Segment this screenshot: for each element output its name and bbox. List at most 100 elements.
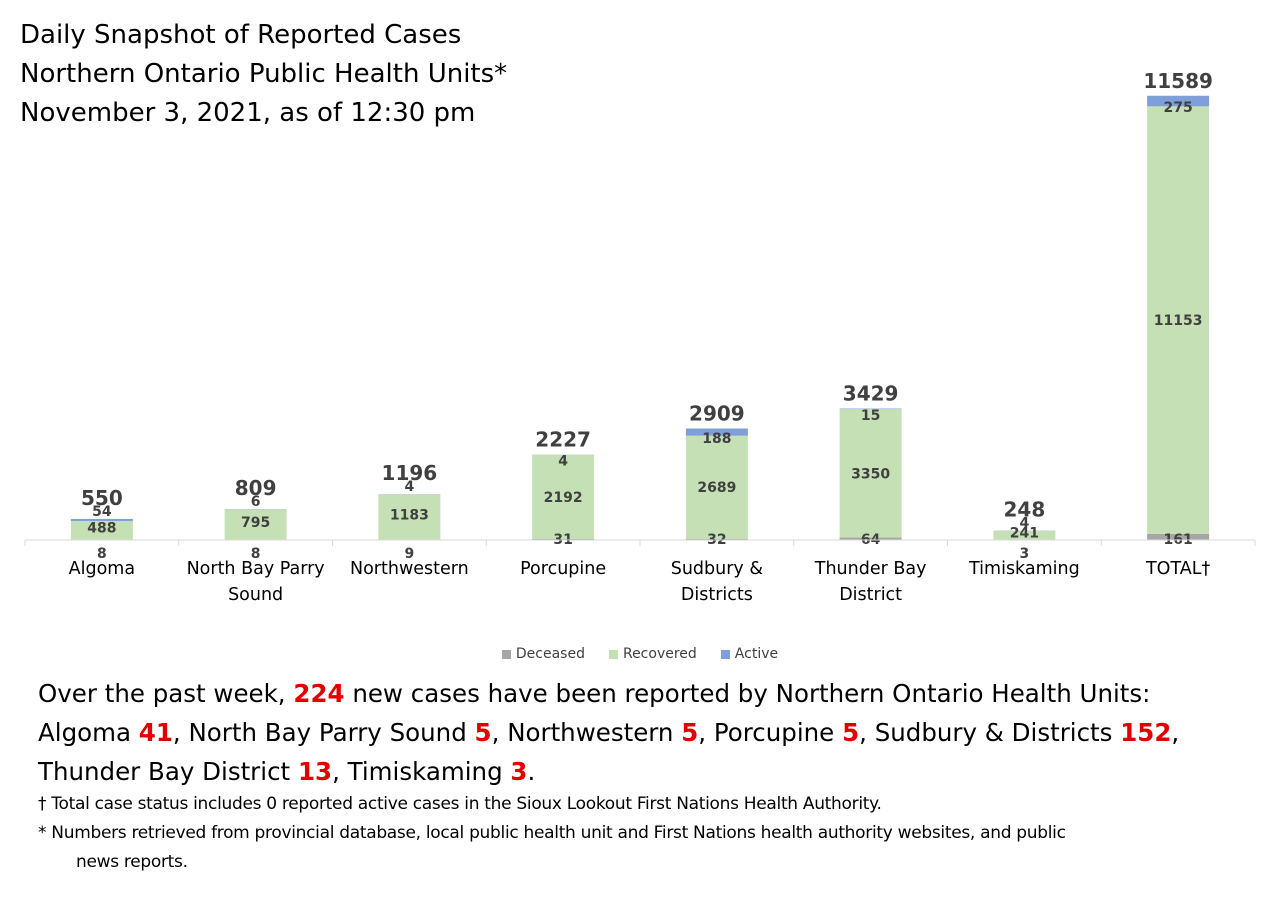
data-label-active: 4 <box>558 454 568 470</box>
x-tick-label: Timiskaming <box>968 559 1080 579</box>
x-tick-label: Sound <box>228 585 283 605</box>
legend-swatch-deceased <box>501 649 511 659</box>
x-tick-label: Districts <box>681 585 753 605</box>
x-tick-label: TOTAL† <box>1145 559 1211 579</box>
data-label-total: 3429 <box>843 382 899 406</box>
data-label-deceased: 9 <box>405 546 415 562</box>
weekly-summary: Over the past week, 224 new cases have b… <box>38 674 1268 791</box>
summary-line-3: Thunder Bay District 13, Timiskaming 3. <box>38 752 1268 791</box>
summary-unit-name: Northwestern <box>507 718 674 747</box>
bar-recovered <box>1147 106 1210 534</box>
bar-deceased <box>532 538 595 540</box>
summary-unit-count: 5 <box>474 718 492 747</box>
summary-unit-name: North Bay Parry Sound <box>188 718 467 747</box>
data-label-recovered: 241 <box>1010 525 1039 541</box>
data-label-recovered: 488 <box>87 521 116 537</box>
summary-line-2: Algoma 41, North Bay Parry Sound 5, Nort… <box>38 713 1268 752</box>
data-label-deceased: 8 <box>97 546 107 562</box>
bar-deceased <box>839 537 902 540</box>
data-label-recovered: 1183 <box>390 507 429 523</box>
x-tick-label: Algoma <box>69 559 135 579</box>
data-label-active: 15 <box>861 408 880 424</box>
summary-separator: , <box>172 718 189 747</box>
data-label-total: 2227 <box>535 428 591 452</box>
legend-item-recovered: Recovered <box>608 646 697 662</box>
x-tick-label: North Bay Parry <box>187 559 325 579</box>
summary-line-1: Over the past week, 224 new cases have b… <box>38 674 1268 713</box>
bar-active <box>839 408 902 410</box>
summary-new-cases: 224 <box>293 679 345 708</box>
data-label-active: 54 <box>92 504 112 520</box>
data-label-recovered: 795 <box>241 515 270 531</box>
data-label-recovered: 2192 <box>544 490 583 506</box>
chart-title: Daily Snapshot of Reported Cases Norther… <box>20 16 507 133</box>
data-label-active: 275 <box>1164 100 1193 116</box>
data-label-recovered: 3350 <box>851 466 890 482</box>
summary-unit-count: 41 <box>138 718 173 747</box>
footnotes: † Total case status includes 0 reported … <box>38 790 1273 877</box>
data-label-deceased: 8 <box>251 546 261 562</box>
legend-swatch-recovered <box>608 649 618 659</box>
legend-item-deceased: Deceased <box>501 646 585 662</box>
data-label-recovered: 2689 <box>697 480 736 496</box>
summary-separator: , <box>859 718 875 747</box>
data-label-total: 2909 <box>689 401 745 425</box>
bar-active <box>70 518 133 521</box>
summary-unit-count: 5 <box>681 718 699 747</box>
bar-recovered <box>224 509 287 540</box>
legend-swatch-active <box>720 649 730 659</box>
data-label-total: 11589 <box>1143 69 1213 93</box>
summary-unit-name: Porcupine <box>713 718 835 747</box>
x-tick-label: Porcupine <box>520 559 606 579</box>
data-label-recovered: 11153 <box>1154 313 1203 329</box>
bar-recovered <box>532 454 595 539</box>
footnote-dagger: † Total case status includes 0 reported … <box>38 794 882 814</box>
summary-separator: , <box>491 718 508 747</box>
data-label-total: 248 <box>1004 497 1046 521</box>
bar-active <box>685 428 748 436</box>
stacked-bar-chart: 8488545508795680991183411963121924222732… <box>24 69 1256 605</box>
title-line-2: Northern Ontario Public Health Units* <box>20 59 508 89</box>
summary-separator: . <box>527 757 536 786</box>
summary-unit-count: 13 <box>297 757 333 786</box>
x-tick-label: Northwestern <box>350 559 469 579</box>
footnote-star-continued: news reports. <box>76 852 188 872</box>
bar-recovered <box>839 409 902 538</box>
data-label-active: 6 <box>251 494 261 510</box>
data-label-total: 1196 <box>382 461 438 485</box>
bar-recovered <box>685 435 748 539</box>
bar-deceased <box>1147 533 1210 540</box>
summary-unit-name: Thunder Bay District <box>38 757 291 786</box>
summary-intro: Over the past week, <box>38 679 294 708</box>
bar-recovered <box>70 520 133 540</box>
summary-unit-count: 3 <box>510 757 528 786</box>
bar-active <box>1147 95 1210 107</box>
bar-deceased <box>685 538 748 540</box>
bar-recovered <box>993 530 1056 540</box>
x-tick-label: Thunder Bay <box>814 559 927 579</box>
summary-unit-name: Sudbury & Districts <box>874 718 1113 747</box>
title-line-1: Daily Snapshot of Reported Cases <box>20 20 462 50</box>
data-label-active: 188 <box>702 431 731 447</box>
data-label-total: 809 <box>235 476 277 500</box>
title-line-3: November 3, 2021, as of 12:30 pm <box>20 98 476 128</box>
summary-intro-end: new cases have been reported by Northern… <box>344 679 1151 708</box>
x-tick-label: District <box>839 585 902 605</box>
summary-unit-name: Timiskaming <box>347 757 503 786</box>
x-tick-label: Sudbury & <box>671 559 764 579</box>
summary-unit-name: Algoma <box>38 718 131 747</box>
legend-label-deceased: Deceased <box>515 646 585 662</box>
data-label-deceased: 3 <box>1020 546 1030 562</box>
chart-legend: Deceased Recovered Active <box>0 646 1280 662</box>
summary-separator: , <box>1171 718 1180 747</box>
bar-recovered <box>378 494 441 540</box>
legend-item-active: Active <box>720 646 779 662</box>
legend-label-recovered: Recovered <box>622 646 697 662</box>
summary-unit-count: 5 <box>842 718 860 747</box>
legend-label-active: Active <box>734 646 779 662</box>
data-label-total: 550 <box>81 486 123 510</box>
summary-unit-count: 152 <box>1120 718 1172 747</box>
summary-separator: , <box>332 757 348 786</box>
data-label-active: 4 <box>1020 515 1030 531</box>
footnote-star: * Numbers retrieved from provincial data… <box>38 823 1066 843</box>
